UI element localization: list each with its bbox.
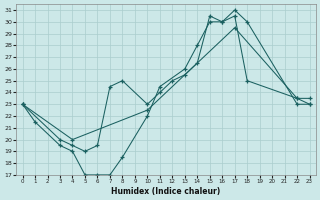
X-axis label: Humidex (Indice chaleur): Humidex (Indice chaleur) xyxy=(111,187,221,196)
